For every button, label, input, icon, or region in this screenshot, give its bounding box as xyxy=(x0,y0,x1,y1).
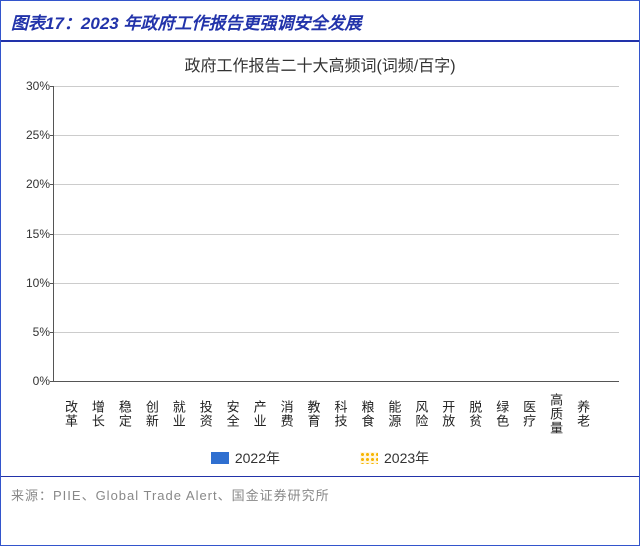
figure-container: 图表17：2023 年政府工作报告更强调安全发展 政府工作报告二十大高频词(词频… xyxy=(0,0,640,546)
grid-line xyxy=(54,135,619,136)
chart-area: 0%5%10%15%20%25%30% 改革增长稳定创新就业投资安全产业消费教育… xyxy=(45,80,625,440)
x-tick-label: 高质量 xyxy=(538,384,565,440)
y-tick-mark xyxy=(50,381,54,382)
legend-label-2022: 2022年 xyxy=(235,448,280,468)
legend-swatch-2023 xyxy=(360,452,378,464)
y-tick-label: 25% xyxy=(10,128,50,142)
legend: 2022年 2023年 xyxy=(1,440,639,472)
x-tick-label: 开放 xyxy=(430,384,457,440)
y-tick-label: 10% xyxy=(10,276,50,290)
source-text: 来源：PIIE、Global Trade Alert、国金证券研究所 xyxy=(1,477,639,512)
grid-line xyxy=(54,184,619,185)
y-tick-label: 20% xyxy=(10,177,50,191)
y-tick-mark xyxy=(50,234,54,235)
y-tick-label: 30% xyxy=(10,79,50,93)
x-tick-label: 改革 xyxy=(53,384,80,440)
legend-swatch-2022 xyxy=(211,452,229,464)
x-tick-label: 教育 xyxy=(296,384,323,440)
figure-title: 图表17：2023 年政府工作报告更强调安全发展 xyxy=(1,1,639,40)
x-tick-label: 养老 xyxy=(565,384,592,440)
x-tick-label: 消费 xyxy=(269,384,296,440)
x-tick-label: 安全 xyxy=(215,384,242,440)
chart-subtitle: 政府工作报告二十大高频词(词频/百字) xyxy=(1,42,639,80)
y-tick-mark xyxy=(50,283,54,284)
x-tick-label: 粮食 xyxy=(349,384,376,440)
x-axis-labels: 改革增长稳定创新就业投资安全产业消费教育科技粮食能源风险开放脱贫绿色医疗高质量养… xyxy=(53,384,619,440)
x-tick-label: 增长 xyxy=(80,384,107,440)
plot-region: 0%5%10%15%20%25%30% xyxy=(53,86,619,382)
legend-item-2023: 2023年 xyxy=(360,448,429,468)
y-tick-mark xyxy=(50,86,54,87)
legend-item-2022: 2022年 xyxy=(211,448,280,468)
x-tick-label: 产业 xyxy=(242,384,269,440)
y-tick-label: 0% xyxy=(10,374,50,388)
x-tick-label: 科技 xyxy=(323,384,350,440)
grid-line xyxy=(54,283,619,284)
x-tick-label: 脱贫 xyxy=(457,384,484,440)
y-tick-mark xyxy=(50,135,54,136)
grid-line xyxy=(54,234,619,235)
grid-line xyxy=(54,86,619,87)
y-tick-mark xyxy=(50,184,54,185)
x-tick-label: 绿色 xyxy=(484,384,511,440)
x-tick-label xyxy=(592,384,619,440)
x-tick-label: 风险 xyxy=(403,384,430,440)
x-tick-label: 投资 xyxy=(188,384,215,440)
y-tick-label: 15% xyxy=(10,227,50,241)
y-tick-mark xyxy=(50,332,54,333)
x-tick-label: 能源 xyxy=(376,384,403,440)
grid-line xyxy=(54,332,619,333)
x-tick-label: 创新 xyxy=(134,384,161,440)
y-tick-label: 5% xyxy=(10,325,50,339)
legend-label-2023: 2023年 xyxy=(384,448,429,468)
x-tick-label: 就业 xyxy=(161,384,188,440)
x-tick-label: 稳定 xyxy=(107,384,134,440)
x-tick-label: 医疗 xyxy=(511,384,538,440)
